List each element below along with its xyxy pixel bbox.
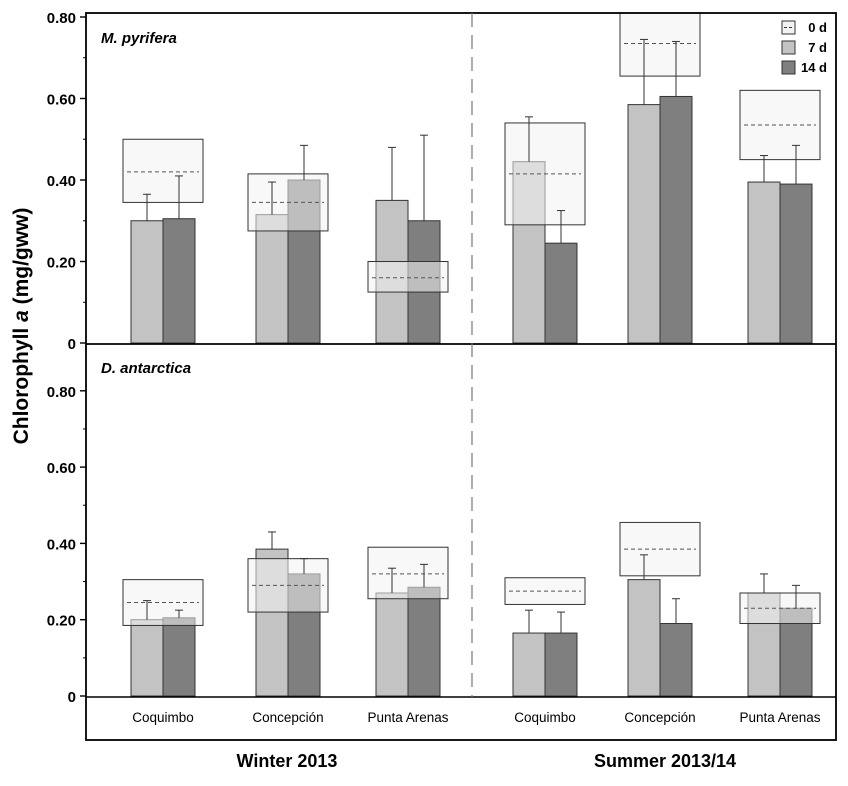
- legend-label-0d: 0 d: [808, 20, 827, 35]
- bar-7d-top-0: [130, 220, 164, 344]
- legend-swatch-0d: [781, 20, 796, 35]
- legend-swatch-7d: [781, 40, 796, 55]
- y-tick-label-bottom-1: 0.20: [47, 613, 76, 630]
- bar-7d-bottom-0: [130, 619, 164, 697]
- bar-14d-top-3: [544, 242, 578, 344]
- box-0d-top-2: [367, 261, 449, 293]
- box-0d-top-0: [122, 138, 204, 203]
- bar-14d-top-5: [779, 183, 813, 344]
- season-label-winter: Winter 2013: [237, 751, 338, 771]
- panel-label-bottom: D. antarctica: [101, 360, 191, 377]
- site-label-3: Punta Arenas: [367, 710, 448, 725]
- y-tick-label-top-3: 0.60: [47, 92, 76, 109]
- site-label-1: Coquimbo: [132, 710, 194, 725]
- bar-7d-top-5: [747, 181, 781, 344]
- bar-14d-bottom-0: [162, 617, 196, 697]
- site-label-5: Concepción: [624, 710, 695, 725]
- chart-frames: [85, 12, 837, 741]
- bar-14d-bottom-4: [659, 623, 693, 697]
- y-tick-label-top-2: 0.40: [47, 173, 76, 190]
- y-tick-label-top-0: 0: [68, 336, 76, 353]
- legend-swatch-14d: [781, 60, 796, 75]
- chart-marks: 0 0.20 0.40 0.60 0.80 0 0.20 0.40 0.60 0.80: [47, 10, 821, 706]
- box-0d-bottom-2: [367, 546, 449, 600]
- bar-14d-bottom-3: [544, 632, 578, 697]
- site-label-2: Concepción: [252, 710, 323, 725]
- bar-7d-top-4: [627, 104, 661, 344]
- y-tick-label-top-4: 0.80: [47, 10, 76, 27]
- bar-7d-bottom-4: [627, 579, 661, 697]
- legend: 0 d 7 d 14 d: [781, 20, 827, 75]
- bar-7d-bottom-2: [375, 592, 409, 697]
- legend-label-14d: 14 d: [801, 60, 827, 75]
- panel-label-top: M. pyrifera: [101, 30, 177, 47]
- bar-14d-bottom-2: [407, 586, 441, 697]
- chart-labels: M. pyrifera D. antarctica Chlorophyll a …: [10, 20, 827, 771]
- box-0d-top-4: [619, 12, 701, 77]
- bar-7d-bottom-3: [512, 632, 546, 697]
- plot-frame: [85, 12, 837, 741]
- bar-7d-top-1: [255, 214, 289, 344]
- y-tick-label-top-1: 0.20: [47, 255, 76, 272]
- bar-14d-top-0: [162, 218, 196, 344]
- season-label-summer: Summer 2013/14: [594, 751, 736, 771]
- y-tick-label-bottom-2: 0.40: [47, 536, 76, 553]
- bar-14d-top-4: [659, 95, 693, 344]
- site-label-4: Coquimbo: [514, 710, 576, 725]
- y-tick-label-bottom-0: 0: [68, 689, 76, 706]
- site-label-6: Punta Arenas: [739, 710, 820, 725]
- legend-label-7d: 7 d: [808, 40, 827, 55]
- y-tick-label-bottom-4: 0.80: [47, 384, 76, 401]
- y-tick-label-bottom-3: 0.60: [47, 460, 76, 477]
- y-axis-label: Chlorophyll a (mg/gww): [10, 208, 33, 445]
